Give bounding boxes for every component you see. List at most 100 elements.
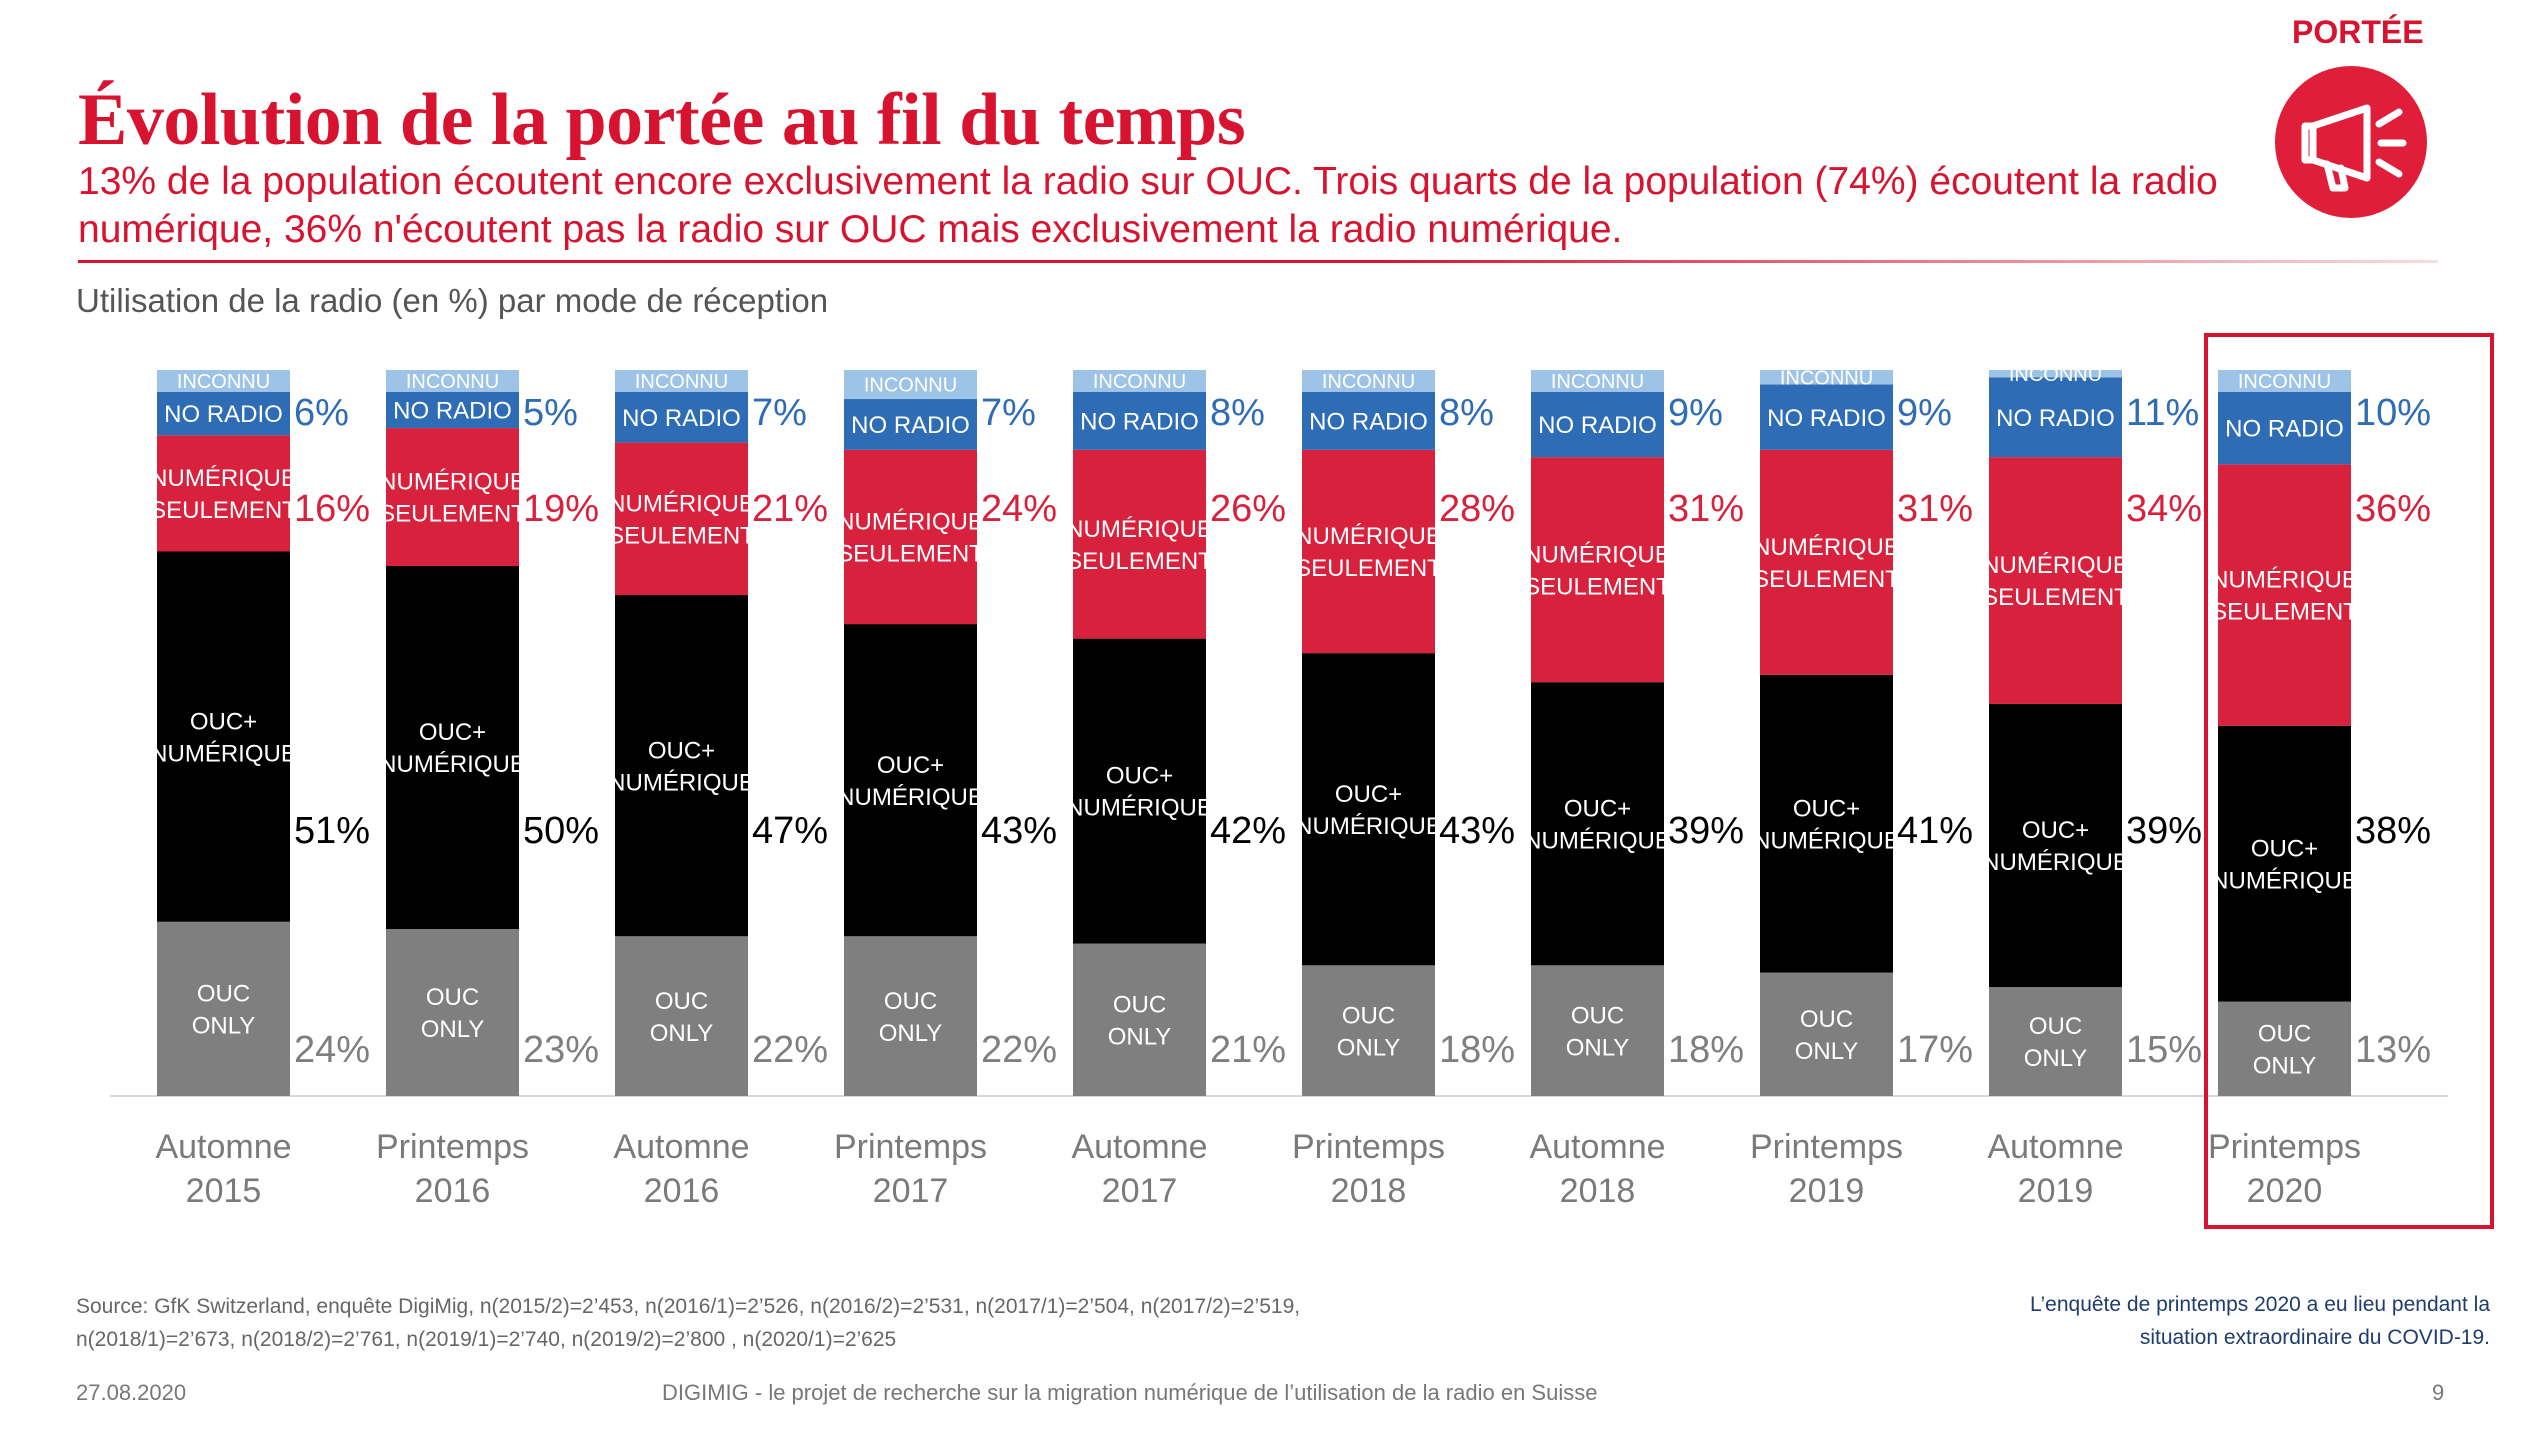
bar-segment-inconnu xyxy=(386,370,519,392)
x-tick-label: 2016 xyxy=(415,1172,491,1210)
segment-label-no_radio: NO RADIO xyxy=(851,412,970,439)
value-label-ouc_numerique: 47% xyxy=(752,810,828,852)
x-tick-label: Automne xyxy=(613,1128,749,1166)
bar-segment-numerique_seulement xyxy=(844,449,977,625)
segment-label-ouc_only: OUC xyxy=(1571,1002,1624,1029)
value-label-ouc_only: 22% xyxy=(752,1029,828,1071)
section-badge-label: PORTÉE xyxy=(2292,14,2424,50)
segment-label-ouc_only: OUC xyxy=(655,988,708,1015)
bar-segment-no_radio xyxy=(1302,391,1435,450)
segment-label-ouc_numerique: NUMÉRIQUE xyxy=(150,740,297,767)
x-tick-label: Automne xyxy=(1071,1128,1207,1166)
segment-label-inconnu: INCONNU xyxy=(1551,371,1644,393)
bar-segment-numerique_seulement xyxy=(386,428,519,567)
segment-label-inconnu: INCONNU xyxy=(2238,371,2331,393)
x-tick-label: 2017 xyxy=(1102,1172,1178,1210)
segment-label-no_radio: NO RADIO xyxy=(1996,405,2115,432)
segment-label-ouc_numerique: OUC+ xyxy=(1793,795,1860,822)
segment-label-ouc_numerique: NUMÉRIQUE xyxy=(837,784,984,811)
bar-segment-no_radio xyxy=(386,391,519,429)
bar-segment-no_radio xyxy=(844,399,977,450)
bar-segment-no_radio xyxy=(615,391,748,443)
segment-label-numerique_seulement: NUMÉRIQUE xyxy=(2211,567,2358,594)
value-label-ouc_only: 13% xyxy=(2355,1029,2431,1071)
megaphone-icon xyxy=(2275,66,2427,218)
value-label-no_radio: 9% xyxy=(1897,392,1952,434)
stacked-bar-chart: OUC ONLY OUC+ NUMÉRIQUE NUMÉRIQUE SEULEMENT NO… xyxy=(110,333,2494,1229)
value-label-numerique_seulement: 36% xyxy=(2355,488,2431,530)
segment-label-numerique_seulement: NUMÉRIQUE xyxy=(1753,534,1900,561)
bar-segment-ouc_numerique xyxy=(844,624,977,937)
bar-segment-ouc_numerique xyxy=(1760,674,1893,973)
value-label-ouc_only: 15% xyxy=(2126,1029,2202,1071)
covid-note: L’enquête de printemps 2020 a eu lieu pe… xyxy=(1930,1288,2490,1354)
segment-label-ouc_only: OUC xyxy=(197,981,250,1008)
segment-label-no_radio: NO RADIO xyxy=(1538,412,1657,439)
segment-label-numerique_seulement: NUMÉRIQUE xyxy=(1295,523,1442,550)
bar-segment-ouc_numerique xyxy=(386,566,519,930)
value-label-no_radio: 10% xyxy=(2355,392,2431,434)
segment-label-numerique_seulement: SEULEMENT xyxy=(1295,555,1442,582)
segment-label-no_radio: NO RADIO xyxy=(2225,416,2344,443)
segment-label-ouc_numerique: OUC+ xyxy=(648,737,715,764)
bar-segment-ouc_numerique xyxy=(1073,638,1206,944)
bar-segment-inconnu xyxy=(615,370,748,392)
segment-label-inconnu: INCONNU xyxy=(1093,371,1186,393)
segment-label-ouc_numerique: NUMÉRIQUE xyxy=(1982,849,2129,876)
footer-date: 27.08.2020 xyxy=(76,1380,187,1405)
segment-label-numerique_seulement: SEULEMENT xyxy=(1066,548,1213,575)
bar-segment-numerique_seulement xyxy=(615,442,748,596)
value-label-ouc_only: 22% xyxy=(981,1029,1057,1071)
bar-segment-ouc_numerique xyxy=(615,595,748,937)
value-label-no_radio: 7% xyxy=(752,392,807,434)
segment-label-ouc_only: OUC xyxy=(1342,1002,1395,1029)
value-label-ouc_numerique: 42% xyxy=(1210,810,1286,852)
value-label-ouc_numerique: 41% xyxy=(1897,810,1973,852)
value-label-no_radio: 5% xyxy=(523,392,578,434)
bar-segment-no_radio xyxy=(1073,391,1206,450)
source-footnote: Source: GfK Switzerland, enquête DigiMig… xyxy=(76,1290,1300,1356)
value-label-numerique_seulement: 31% xyxy=(1668,488,1744,530)
segment-label-ouc_only: ONLY xyxy=(1566,1034,1630,1061)
segment-label-ouc_only: ONLY xyxy=(192,1013,256,1040)
bar-segment-ouc_only xyxy=(1302,965,1435,1096)
value-label-ouc_numerique: 51% xyxy=(294,810,370,852)
segment-label-ouc_numerique: OUC+ xyxy=(1106,763,1173,790)
bar-segment-ouc_numerique xyxy=(1531,682,1664,966)
x-tick-label: Printemps xyxy=(1292,1128,1445,1166)
segment-label-inconnu: INCONNU xyxy=(1780,367,1873,389)
value-label-numerique_seulement: 21% xyxy=(752,488,828,530)
value-label-no_radio: 6% xyxy=(294,392,349,434)
segment-label-numerique_seulement: SEULEMENT xyxy=(608,522,755,549)
segment-label-no_radio: NO RADIO xyxy=(393,398,512,425)
value-label-ouc_numerique: 39% xyxy=(2126,810,2202,852)
segment-label-inconnu: INCONNU xyxy=(635,371,728,393)
segment-label-ouc_numerique: NUMÉRIQUE xyxy=(1753,827,1900,854)
bar-segment-ouc_only xyxy=(1760,972,1893,1096)
x-tick-label: Printemps xyxy=(2208,1128,2361,1166)
bar-segment-ouc_only xyxy=(844,936,977,1096)
x-tick-label: 2018 xyxy=(1331,1172,1407,1210)
segment-label-numerique_seulement: NUMÉRIQUE xyxy=(837,509,984,536)
bar-segment-inconnu xyxy=(1989,370,2122,378)
x-tick-label: 2015 xyxy=(186,1172,262,1210)
x-tick-label: 2019 xyxy=(2018,1172,2094,1210)
segment-label-numerique_seulement: SEULEMENT xyxy=(2211,599,2358,626)
bar-segment-numerique_seulement xyxy=(1989,457,2122,704)
bar-segment-inconnu xyxy=(844,370,977,400)
bar-segment-numerique_seulement xyxy=(1760,449,1893,675)
value-label-no_radio: 11% xyxy=(2126,392,2199,434)
bar-segment-no_radio xyxy=(1989,377,2122,458)
segment-label-numerique_seulement: NUMÉRIQUE xyxy=(1982,552,2129,579)
bar-segment-inconnu xyxy=(1073,370,1206,392)
bar-segment-ouc_only xyxy=(615,936,748,1096)
segment-label-ouc_only: ONLY xyxy=(1337,1034,1401,1061)
segment-label-ouc_only: ONLY xyxy=(879,1020,943,1047)
bar-segment-ouc_only xyxy=(1989,987,2122,1096)
segment-label-ouc_only: ONLY xyxy=(421,1016,485,1043)
x-tick-label: Automne xyxy=(155,1128,291,1166)
value-label-ouc_numerique: 43% xyxy=(1439,810,1515,852)
segment-label-ouc_only: ONLY xyxy=(2253,1052,2317,1079)
page-title: Évolution de la portée au fil du temps xyxy=(78,79,1246,161)
bar-segment-ouc_only xyxy=(1073,943,1206,1096)
